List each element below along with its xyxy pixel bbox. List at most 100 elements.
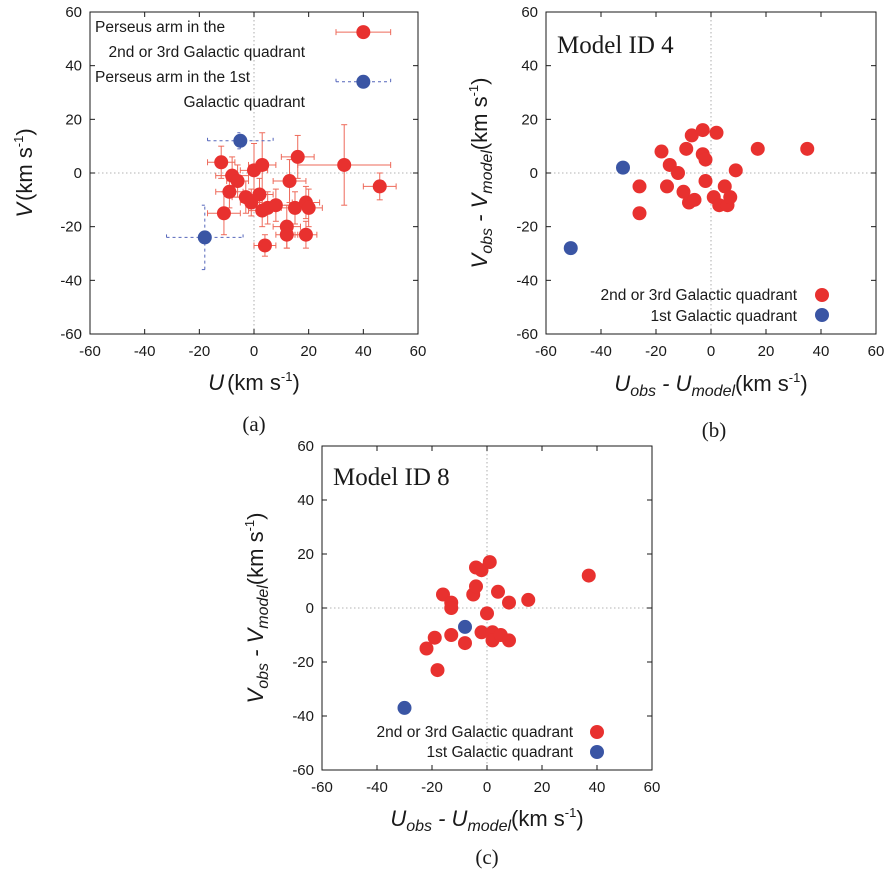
- red-data-point: [632, 179, 647, 194]
- x-tick-label: -40: [590, 343, 612, 360]
- x-label-close-b: ): [800, 371, 807, 396]
- red-data-point: [372, 179, 387, 194]
- red-data-point: [684, 128, 699, 143]
- red-data-point: [728, 163, 743, 178]
- legend-blue-b: 1st Galactic quadrant: [651, 308, 798, 325]
- x-tick-label: -60: [535, 343, 557, 360]
- legend-red-line2-a: 2nd or 3rd Galactic quadrant: [109, 44, 306, 61]
- x-tick-label: 60: [644, 779, 661, 796]
- x-label-unit-c: (km s: [511, 806, 565, 831]
- red-data-point: [301, 200, 316, 215]
- red-data-point: [222, 184, 237, 199]
- red-data-point: [717, 179, 732, 194]
- legend-marker-blue-a: [356, 74, 371, 89]
- y-tick-label: 60: [65, 4, 82, 21]
- ticks-b: -60 -40 -20 0 20 40 60 -60 -40 -20 0 20 40 60: [516, 4, 884, 360]
- x-tick-label: 20: [300, 343, 317, 360]
- legend-marker-blue-c: [590, 745, 604, 759]
- red-data-point: [676, 184, 691, 199]
- red-data-point: [581, 568, 596, 583]
- red-data-point: [268, 198, 283, 213]
- red-data-point: [298, 227, 313, 242]
- y-label-exp-c: -1: [242, 520, 257, 532]
- y-tick-label: -20: [516, 219, 538, 236]
- y-axis-label-a: V(km s-1): [11, 128, 37, 217]
- blue-data-point: [233, 133, 248, 148]
- red-data-point: [216, 206, 231, 221]
- red-data-point: [444, 601, 459, 615]
- y-tick-label: -20: [292, 654, 314, 671]
- panel-a: -60 -40 -20 0 20 40 60 -60 -40 -20 0 20 40 60 Perseus…: [11, 4, 426, 436]
- y-tick-label: 0: [306, 600, 314, 617]
- y-label-mid-c: - V: [243, 626, 268, 663]
- y-label-sub2-b: model: [479, 150, 496, 194]
- panel-c: -60 -40 -20 0 20 40 60 -60 -40 -20 0 20 40 60 Model I…: [242, 438, 660, 869]
- legend-marker-blue-b: [815, 308, 829, 322]
- blue-data-point: [197, 230, 212, 245]
- y-axis-label-b: Vobs - Vmodel(km s-1): [466, 78, 496, 269]
- caption-b: (b): [702, 418, 727, 442]
- red-data-point: [698, 174, 713, 189]
- y-label-sub1-c: obs: [255, 663, 272, 689]
- x-tick-label: 0: [483, 779, 491, 796]
- x-label-main-a: U: [208, 370, 224, 395]
- red-data-point: [750, 141, 765, 156]
- legend-blue-line1-a: Perseus arm in the 1st: [95, 69, 251, 86]
- x-tick-label: -60: [79, 343, 101, 360]
- data-points-a: [197, 25, 387, 253]
- x-label-sub2-c: model: [467, 818, 511, 835]
- ticks-c: -60 -40 -20 0 20 40 60 -60 -40 -20 0 20 40 60: [292, 438, 660, 796]
- red-data-point: [337, 157, 352, 172]
- y-tick-label: -40: [516, 272, 538, 289]
- x-tick-label: 60: [410, 343, 427, 360]
- blue-data-point: [616, 160, 630, 175]
- x-label-exp-a: -1: [281, 369, 293, 384]
- ticks-a: -60 -40 -20 0 20 40 60 -60 -40 -20 0 20 40 60: [60, 4, 426, 360]
- x-axis-label-b: Uobs - Umodel(km s-1): [614, 370, 807, 400]
- red-data-point: [279, 227, 294, 242]
- x-axis-label-c: Uobs - Umodel(km s-1): [390, 805, 583, 835]
- y-tick-label: -60: [516, 326, 538, 343]
- y-tick-label: 60: [297, 438, 314, 455]
- x-tick-label: 0: [707, 343, 715, 360]
- x-tick-label: 20: [758, 343, 775, 360]
- y-tick-label: -60: [292, 762, 314, 779]
- x-tick-label: 40: [355, 343, 372, 360]
- legend-red-c: 2nd or 3rd Galactic quadrant: [377, 724, 574, 741]
- red-data-point: [654, 144, 669, 159]
- x-tick-label: -40: [134, 343, 156, 360]
- x-tick-label: -40: [366, 779, 388, 796]
- red-data-point: [723, 190, 738, 205]
- x-label-sub1-b: obs: [630, 383, 656, 400]
- y-tick-label: 20: [521, 111, 538, 128]
- y-tick-label: -20: [60, 219, 82, 236]
- y-tick-label: 0: [530, 165, 538, 182]
- x-axis-label-a: U (km s-1): [208, 369, 300, 395]
- red-data-point: [290, 149, 305, 164]
- red-data-point: [695, 123, 710, 138]
- red-data-point: [698, 152, 713, 167]
- x-tick-label: 40: [589, 779, 606, 796]
- caption-a: (a): [242, 412, 265, 436]
- red-data-point: [419, 641, 434, 656]
- x-label-close-a: ): [292, 370, 299, 395]
- red-data-point: [257, 238, 272, 253]
- y-tick-label: 40: [65, 58, 82, 75]
- red-data-point: [214, 155, 229, 170]
- x-label-main-c: U: [390, 806, 406, 831]
- caption-c: (c): [475, 845, 498, 869]
- blue-data-point: [563, 241, 578, 256]
- y-tick-label: 20: [65, 111, 82, 128]
- x-label-mid-b: - U: [656, 371, 692, 396]
- y-label-close-b: ): [467, 78, 492, 85]
- legend-red-b: 2nd or 3rd Galactic quadrant: [601, 287, 798, 304]
- legend-marker-red-a: [356, 25, 371, 40]
- x-label-close-c: ): [576, 806, 583, 831]
- x-tick-label: -60: [311, 779, 333, 796]
- red-data-point: [252, 187, 267, 202]
- y-label-unit-b: (km s: [467, 96, 492, 150]
- red-data-point: [469, 579, 483, 594]
- x-tick-label: 20: [534, 779, 551, 796]
- y-label-exp-b: -1: [466, 85, 481, 97]
